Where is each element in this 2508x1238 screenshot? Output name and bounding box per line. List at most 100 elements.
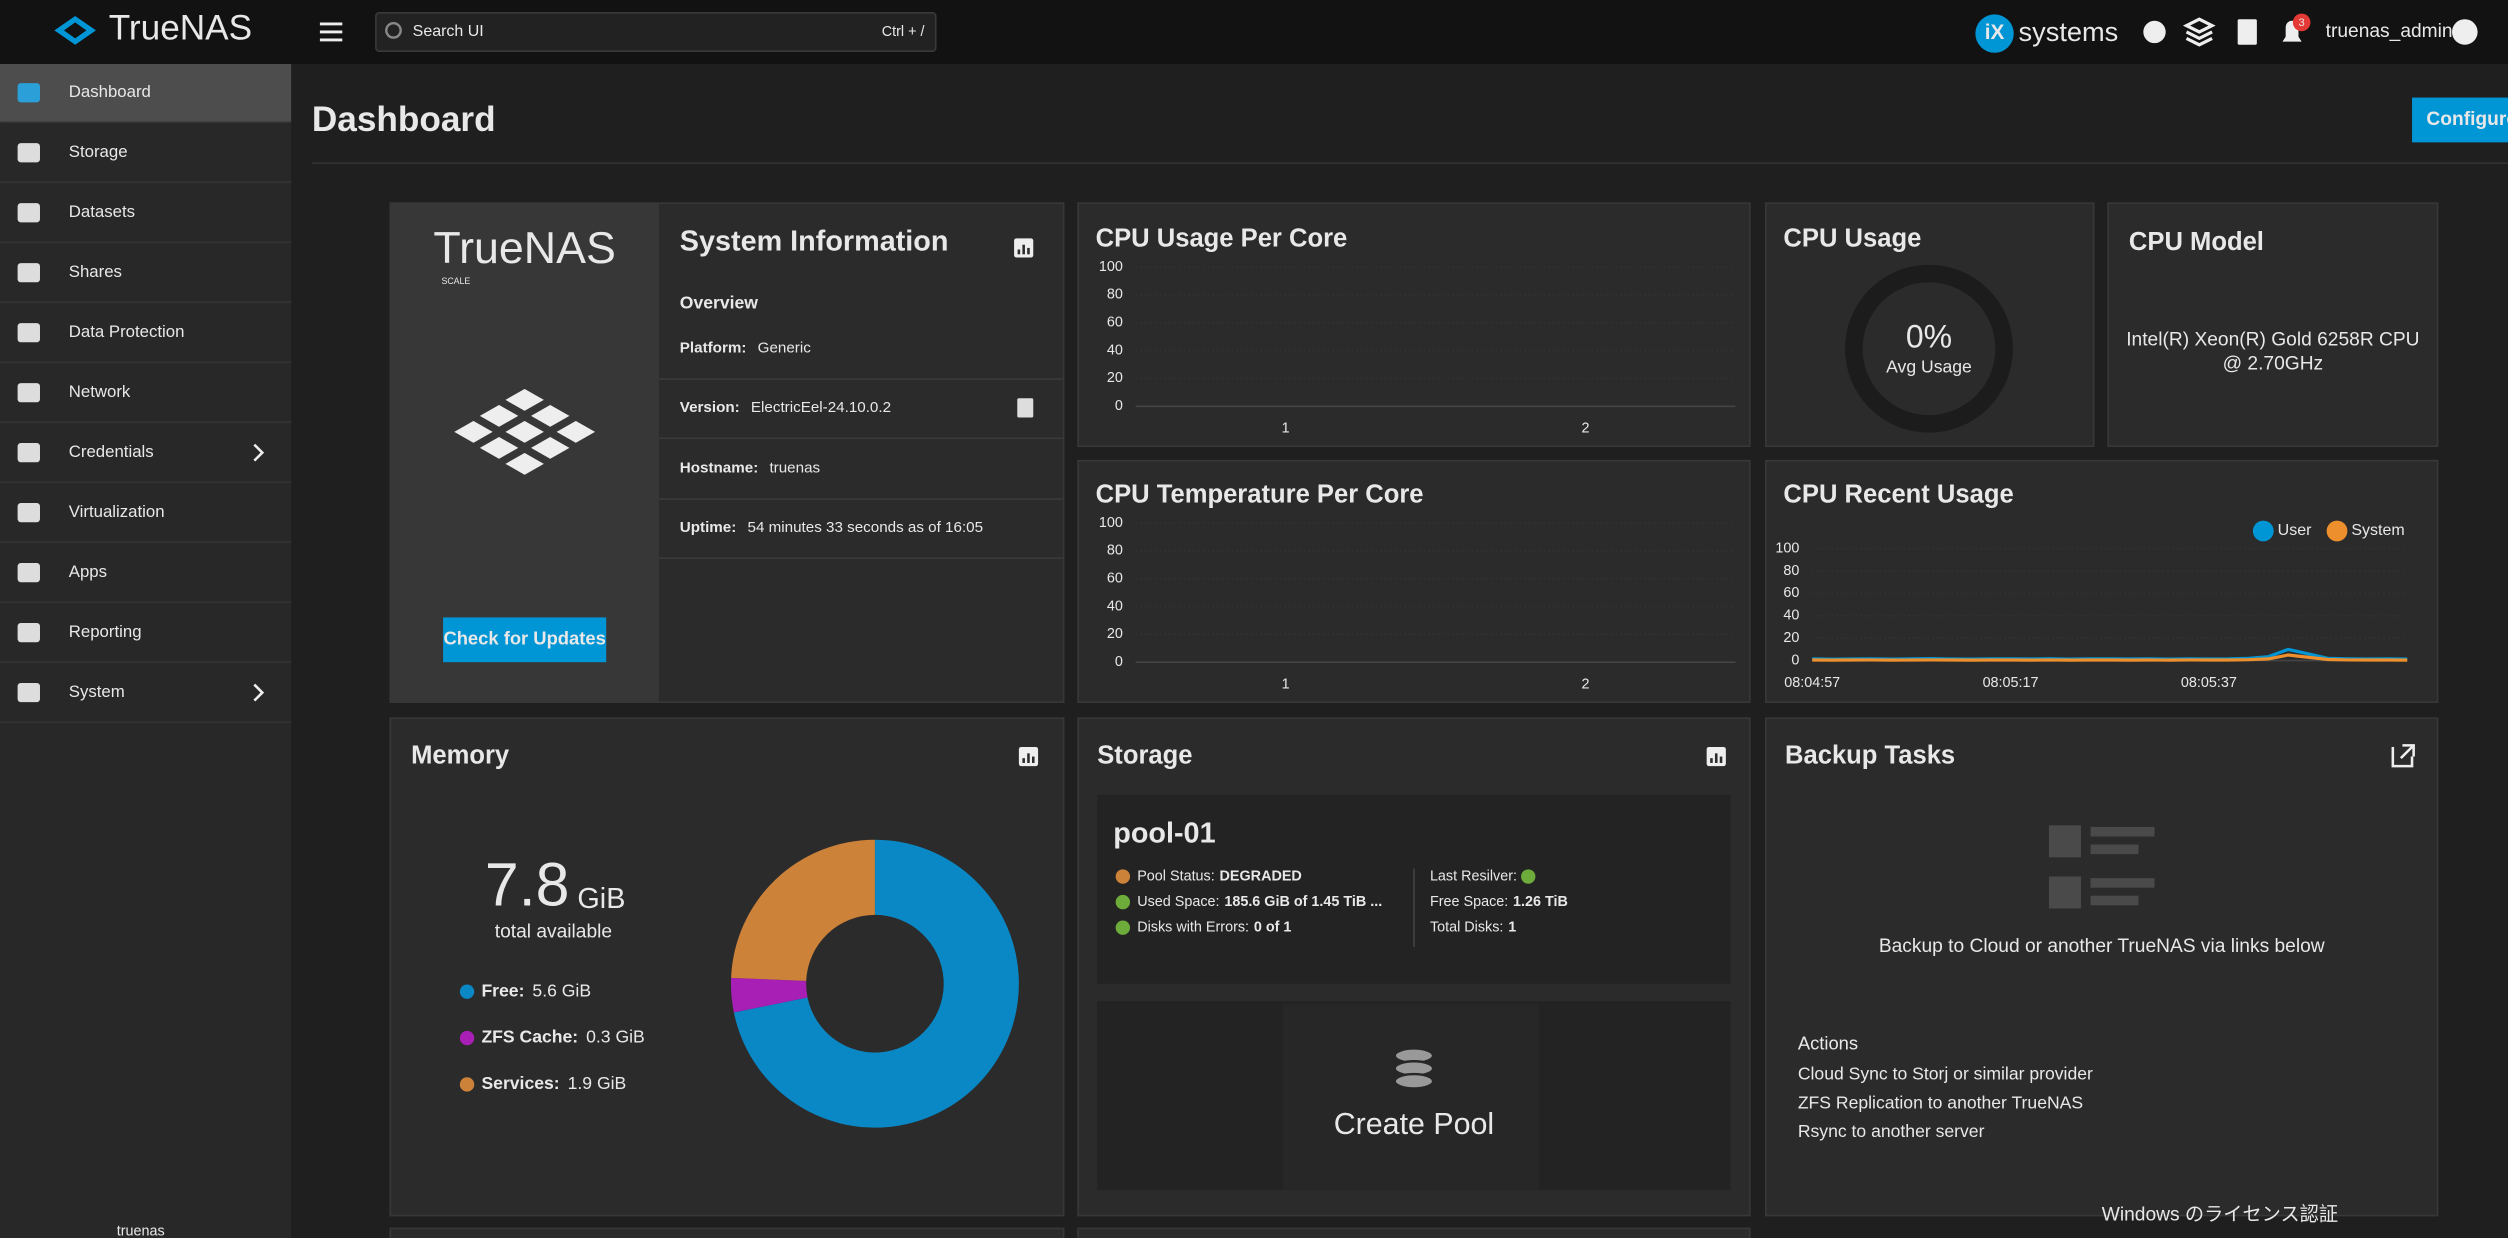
sidebar-icon	[17, 563, 40, 583]
card-title: CPU Temperature Per Core	[1096, 481, 1424, 509]
card-title: CPU Recent Usage	[1783, 481, 2013, 509]
check-updates-label[interactable]: Check for Updates	[443, 628, 605, 649]
y-tick-label: 60	[1783, 585, 1799, 601]
gauge-track	[1845, 264, 2013, 433]
memory-caption: total available	[495, 922, 612, 943]
status-icon	[1115, 894, 1131, 910]
y-tick-label: 40	[1783, 608, 1799, 624]
check-updates-button[interactable]	[443, 617, 607, 663]
notification-count: 3	[2299, 17, 2305, 29]
username[interactable]: truenas_admin	[2326, 21, 2453, 42]
legend-swatch	[2252, 520, 2274, 542]
y-tick-label: 60	[1107, 570, 1123, 586]
sidebar-item[interactable]: Apps	[69, 562, 107, 581]
gauge-label: 0%	[1906, 319, 1952, 355]
empty-illustration	[2090, 844, 2139, 855]
sidebar-item[interactable]: System	[69, 682, 125, 701]
pool-stat-value: 1.26 TiB	[1513, 894, 1568, 910]
legend-label: User	[2278, 522, 2312, 539]
actions-title: Actions	[1798, 1032, 1858, 1053]
sidebar-item[interactable]: Network	[69, 382, 131, 401]
x-tick-label: 08:05:17	[1983, 675, 2039, 691]
sidebar-footer: truenas	[117, 1223, 165, 1238]
info-value: 54 minutes 33 seconds as of 16:05	[748, 519, 984, 536]
action-link[interactable]: Cloud Sync to Storj or similar provider	[1798, 1063, 2093, 1083]
y-tick-label: 0	[1115, 398, 1123, 414]
card-title: System Information	[680, 226, 949, 258]
chevron	[253, 683, 265, 702]
create-pool-button[interactable]	[1282, 1004, 1539, 1191]
empty-illustration	[2090, 878, 2155, 888]
cpu-model-text: Intel(R) Xeon(R) Gold 6258R CPU @ 2.70GH…	[2126, 327, 2420, 375]
legend-swatch	[459, 1030, 475, 1046]
search-box[interactable]	[375, 11, 937, 52]
card-title: CPU Usage	[1783, 225, 1921, 253]
sidebar-icon	[17, 203, 40, 223]
y-tick-label: 100	[1099, 515, 1123, 531]
jobs-icon[interactable]	[2182, 17, 2216, 47]
sidebar-item[interactable]: Credentials	[69, 442, 154, 461]
pool-stat-value: 1	[1508, 919, 1516, 935]
empty-illustration	[2048, 825, 2081, 858]
sidebar-item[interactable]: Datasets	[69, 202, 135, 221]
sidebar-item[interactable]: Dashboard	[69, 82, 151, 101]
memory-legend-name: Free:	[481, 980, 524, 1000]
feedback-icon[interactable]	[2143, 20, 2166, 44]
truenas-cube	[524, 433, 576, 463]
sidebar-item[interactable]: Shares	[69, 262, 122, 281]
configure-button[interactable]	[2412, 97, 2508, 143]
info-label: Platform:	[680, 340, 747, 357]
y-tick-label: 80	[1783, 563, 1799, 579]
sidebar-item[interactable]: Data Protection	[69, 322, 185, 341]
y-tick-label: 100	[1775, 540, 1799, 556]
pool-stat-label: Disks with Errors:	[1137, 919, 1249, 935]
sidebar-item[interactable]: Storage	[69, 142, 128, 161]
sidebar-icon	[17, 682, 40, 703]
action-link[interactable]: Rsync to another server	[1798, 1121, 1985, 1141]
configure-button-label[interactable]: Configure	[2426, 109, 2508, 130]
empty-illustration	[2048, 876, 2081, 909]
sidebar-icon	[17, 323, 40, 343]
sidebar-icon	[17, 263, 40, 283]
notification-badge	[2292, 13, 2311, 32]
sidebar-item[interactable]: Reporting	[69, 622, 142, 641]
info-label: Hostname:	[680, 460, 758, 477]
truenas-cube	[499, 417, 551, 447]
truenas-logo-sub: SCALE	[441, 276, 470, 286]
truenas-cube	[499, 385, 551, 415]
logo-icon	[54, 15, 96, 45]
memory-legend-name: ZFS Cache:	[481, 1027, 578, 1047]
logo-text: TrueNAS	[109, 9, 252, 48]
pool-name: pool-01	[1113, 818, 1215, 850]
open-icon[interactable]	[2391, 744, 2415, 768]
memory-legend-name: Services:	[481, 1073, 559, 1093]
donut-segment	[730, 977, 808, 1013]
y-tick-label: 40	[1107, 598, 1123, 614]
action-link[interactable]: ZFS Replication to another TrueNAS	[1798, 1092, 2083, 1112]
legend-swatch	[459, 1077, 475, 1092]
x-tick-label: 2	[1581, 676, 1589, 692]
donut-segment	[733, 839, 1019, 1128]
y-tick-label: 40	[1107, 342, 1123, 358]
create-pool-label[interactable]: Create Pool	[1334, 1107, 1494, 1141]
sidebar-icon	[17, 503, 40, 523]
card	[389, 1227, 1065, 1238]
copy-icon[interactable]	[1017, 398, 1034, 418]
sidebar-icon	[17, 622, 40, 643]
card-title: CPU Model	[2129, 228, 2264, 256]
truenas-logo: TrueNAS	[433, 223, 615, 273]
memory-legend-value: 0.3 GiB	[586, 1027, 645, 1047]
x-tick-label: 1	[1282, 676, 1290, 692]
card	[1077, 1227, 1751, 1238]
sidebar-item[interactable]: Virtualization	[69, 502, 165, 521]
cpu-model-box: Intel(R) Xeon(R) Gold 6258R CPU @ 2.70GH…	[2126, 327, 2420, 375]
truenas-cube	[447, 417, 500, 447]
pool-stat-value: 0 of 1	[1254, 919, 1292, 935]
empty-illustration	[2090, 826, 2155, 837]
truenas-cube	[473, 433, 525, 463]
account-icon[interactable]	[2452, 19, 2478, 45]
pool-stat-label: Used Space:	[1137, 894, 1219, 910]
legend-label: System	[2351, 522, 2404, 539]
tasks-icon[interactable]	[2237, 19, 2257, 45]
